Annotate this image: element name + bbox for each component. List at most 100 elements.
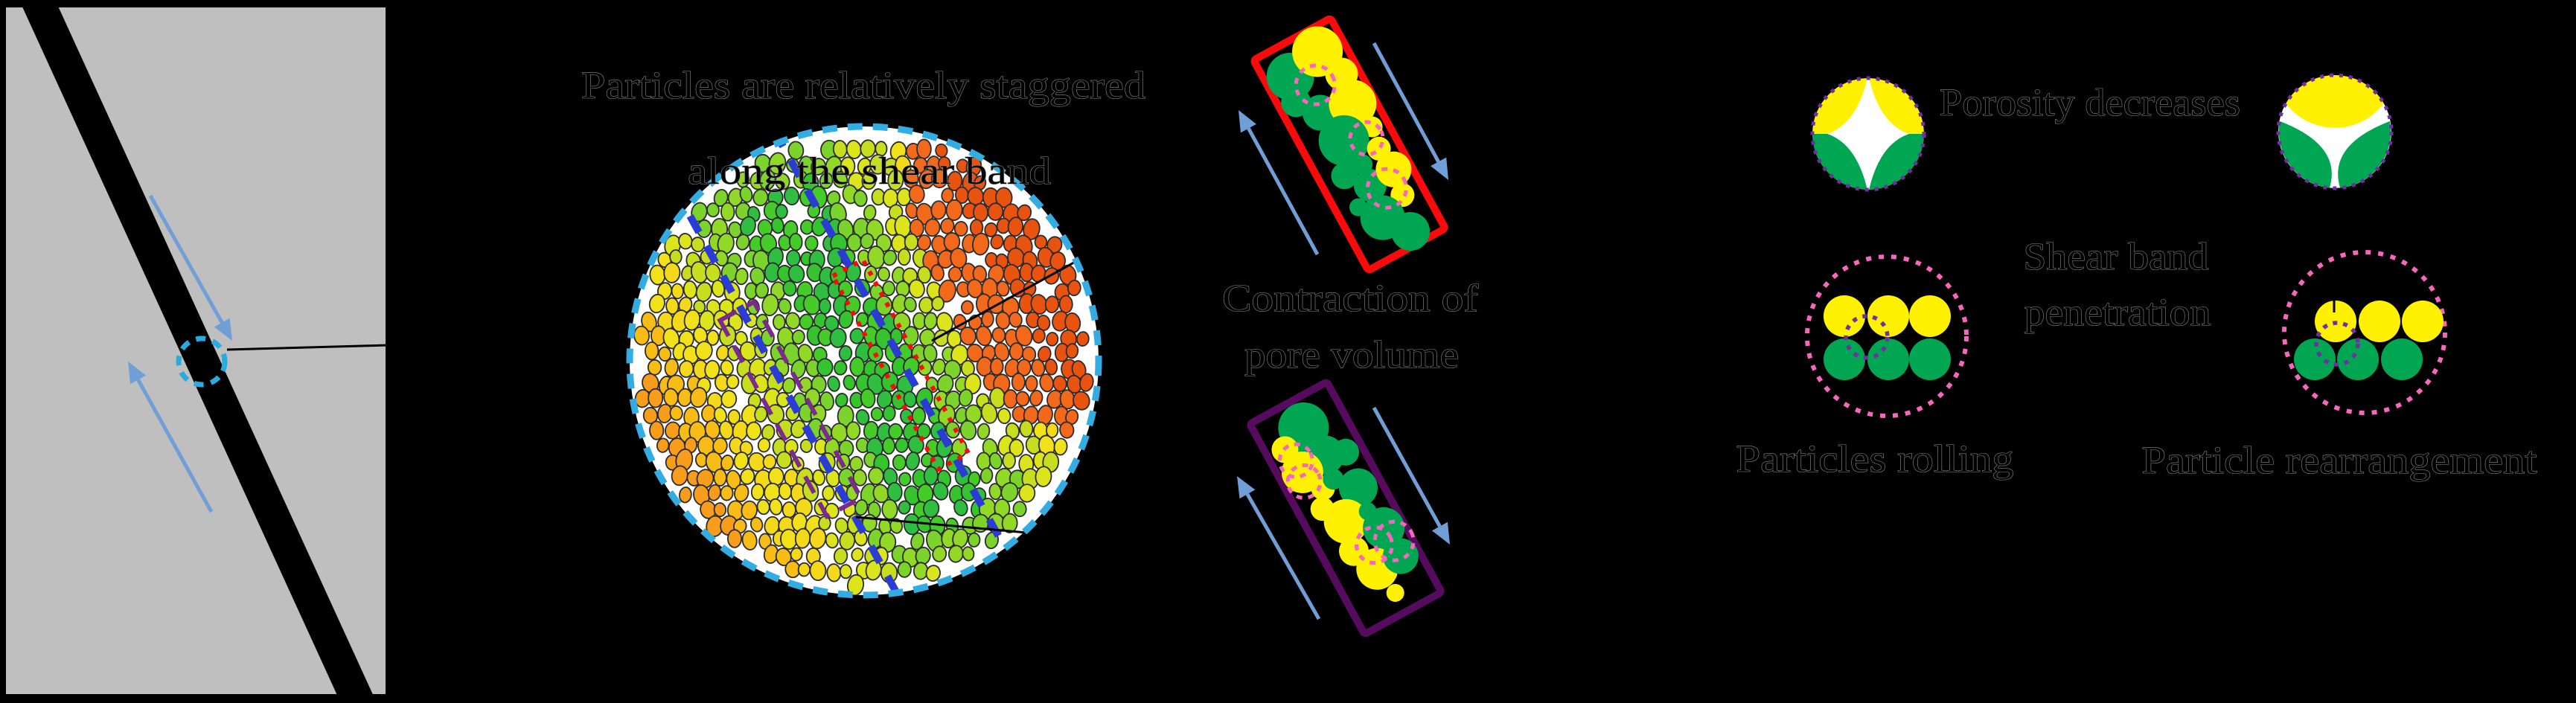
particle-green (1824, 338, 1865, 380)
grain (849, 356, 866, 377)
particle-yellow (2402, 301, 2444, 342)
porosity-after-circle (2276, 73, 2394, 190)
grain (1053, 437, 1068, 456)
shear-band-zoom-purple-rotated (1247, 379, 1445, 638)
grain (933, 481, 949, 501)
arrow-head (214, 318, 232, 341)
grain (944, 359, 962, 380)
porosity-circles (1810, 73, 2394, 192)
green-grain-right (2338, 121, 2391, 188)
grain (790, 547, 803, 562)
grain (834, 360, 848, 376)
grain (1012, 501, 1027, 518)
grain (962, 546, 975, 562)
grain (932, 545, 947, 562)
grain (1001, 513, 1018, 533)
grain (782, 280, 797, 297)
shear-band-line (670, 184, 912, 595)
grain (1058, 295, 1073, 314)
zoom-sample-boxes (1237, 15, 1450, 638)
grain (750, 483, 765, 501)
grain (868, 466, 884, 486)
grain (1009, 312, 1023, 328)
grain (1009, 438, 1024, 458)
grain (720, 485, 734, 501)
inner-sample-box (829, 256, 972, 473)
grain (739, 440, 753, 456)
grain (959, 420, 977, 440)
rearrangement-ring (2282, 250, 2447, 415)
grain (755, 282, 769, 299)
disc-inner-sample-boxes (717, 256, 972, 520)
title-line2: along the shear band (688, 150, 1051, 193)
grain (669, 249, 683, 265)
granular-grains (633, 138, 1094, 595)
grain (693, 299, 706, 314)
grain (839, 564, 852, 580)
grain (726, 529, 742, 548)
grain (735, 234, 750, 251)
particle-yellow (1323, 498, 1369, 544)
porosity-before-clip (1812, 78, 1924, 190)
ghost-particle-outline (1844, 314, 1890, 360)
grain (997, 408, 1011, 425)
grain (918, 296, 934, 314)
grain (989, 357, 1004, 376)
grain (945, 421, 960, 439)
grain (881, 498, 898, 520)
grain (911, 406, 927, 426)
particle-yellow (1386, 583, 1404, 602)
rolling-ring (1805, 254, 1969, 418)
grain (925, 565, 941, 582)
grain (1046, 332, 1059, 347)
ghost-particle-outline (1365, 167, 1408, 210)
particle-green (1867, 338, 1909, 380)
disc-leader-lines (855, 250, 1095, 535)
inner-sample-box-rect (829, 256, 972, 473)
grain (1034, 234, 1048, 250)
grain (945, 199, 963, 221)
grain (774, 173, 790, 190)
grain (950, 247, 968, 269)
grain (829, 327, 847, 348)
grain (889, 518, 904, 534)
ghost-particle-outline (1294, 63, 1337, 106)
grain (1044, 295, 1060, 314)
grain (863, 204, 877, 221)
grain (1002, 452, 1016, 469)
grain (924, 218, 941, 237)
grain (930, 264, 945, 282)
grain (980, 402, 998, 424)
title-line1: Particles are relatively staggered (581, 65, 1145, 107)
grain (1031, 359, 1046, 377)
grain (904, 233, 919, 251)
grain (941, 187, 954, 203)
star-pore (1827, 78, 1909, 190)
grain (1021, 346, 1037, 362)
grain (663, 262, 681, 283)
grain (720, 455, 735, 472)
rearrangement-label: Particle rearrangement (2142, 440, 2538, 482)
grain (1019, 420, 1034, 438)
arrow-head (1239, 110, 1256, 133)
rearrangement-diagram (2282, 250, 2447, 415)
grain (861, 171, 877, 190)
grain (827, 376, 840, 392)
grain (1073, 391, 1090, 411)
grain (727, 409, 741, 426)
ghost-particle-outline (1348, 120, 1385, 157)
grain (1018, 484, 1036, 503)
grain (788, 232, 803, 251)
grain (892, 454, 907, 471)
grain (787, 264, 805, 283)
grain (977, 423, 991, 440)
grain (905, 452, 921, 471)
grain (838, 309, 854, 329)
grain (1014, 324, 1033, 347)
particle-green (2337, 338, 2379, 380)
grain (910, 532, 924, 550)
grain (908, 184, 925, 205)
grain (919, 328, 936, 347)
grain (953, 221, 968, 237)
porosity-label: Porosity decreases (1940, 82, 2240, 124)
